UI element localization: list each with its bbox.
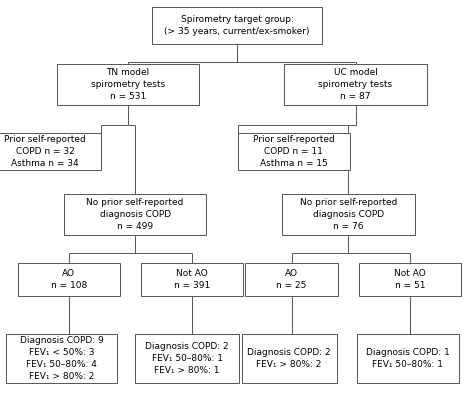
Text: Diagnosis COPD: 9
FEV₁ < 50%: 3
FEV₁ 50–80%: 4
FEV₁ > 80%: 2: Diagnosis COPD: 9 FEV₁ < 50%: 3 FEV₁ 50–… (20, 336, 103, 381)
FancyBboxPatch shape (141, 263, 243, 297)
Text: No prior self-reported
diagnosis COPD
n = 76: No prior self-reported diagnosis COPD n … (300, 198, 397, 231)
Text: TN model
spirometry tests
n = 531: TN model spirometry tests n = 531 (91, 68, 165, 101)
FancyBboxPatch shape (135, 334, 239, 383)
Text: Diagnosis COPD: 2
FEV₁ 50–80%: 1
FEV₁ > 80%: 1: Diagnosis COPD: 2 FEV₁ 50–80%: 1 FEV₁ > … (146, 342, 229, 375)
Text: Diagnosis COPD: 1
FEV₁ 50–80%: 1: Diagnosis COPD: 1 FEV₁ 50–80%: 1 (366, 348, 449, 369)
Text: Diagnosis COPD: 2
FEV₁ > 80%: 2: Diagnosis COPD: 2 FEV₁ > 80%: 2 (247, 348, 331, 369)
FancyBboxPatch shape (18, 263, 119, 297)
Text: Prior self-reported
COPD n = 11
Asthma n = 15: Prior self-reported COPD n = 11 Asthma n… (253, 135, 335, 168)
FancyBboxPatch shape (238, 133, 349, 170)
FancyBboxPatch shape (57, 64, 199, 105)
FancyBboxPatch shape (6, 334, 117, 383)
Text: Spirometry target group:
(> 35 years, current/ex-smoker): Spirometry target group: (> 35 years, cu… (164, 15, 310, 36)
Text: UC model
spirometry tests
n = 87: UC model spirometry tests n = 87 (319, 68, 392, 101)
FancyBboxPatch shape (282, 194, 415, 236)
FancyBboxPatch shape (242, 334, 337, 383)
Text: No prior self-reported
diagnosis COPD
n = 499: No prior self-reported diagnosis COPD n … (86, 198, 184, 231)
FancyBboxPatch shape (356, 334, 458, 383)
FancyBboxPatch shape (359, 263, 461, 297)
FancyBboxPatch shape (152, 7, 322, 45)
Text: Not AO
n = 391: Not AO n = 391 (174, 269, 210, 290)
Text: Prior self-reported
COPD n = 32
Asthma n = 34: Prior self-reported COPD n = 32 Asthma n… (4, 135, 86, 168)
FancyBboxPatch shape (246, 263, 337, 297)
FancyBboxPatch shape (284, 64, 427, 105)
FancyBboxPatch shape (0, 133, 100, 170)
FancyBboxPatch shape (64, 194, 206, 236)
Text: Not AO
n = 51: Not AO n = 51 (394, 269, 426, 290)
Text: AO
n = 25: AO n = 25 (276, 269, 307, 290)
Text: AO
n = 108: AO n = 108 (51, 269, 87, 290)
